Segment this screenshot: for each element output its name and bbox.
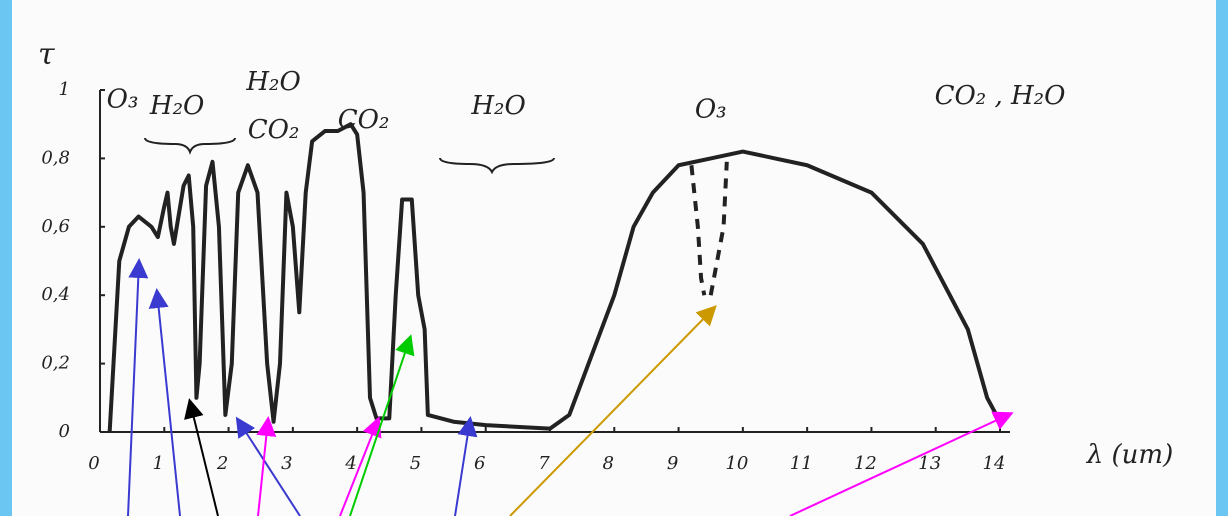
- annotation: H₂O: [245, 67, 300, 97]
- x-tick-label: 9: [667, 453, 678, 474]
- arrow: [148, 288, 181, 516]
- y-tick-label: 0,2: [41, 353, 70, 374]
- annotations: O₃ H₂O H₂O CO₂ CO₂ H₂O O₃ CO₂ , H₂O: [107, 67, 1066, 145]
- x-tick-label: 4: [344, 453, 356, 474]
- annotation: CO₂: [248, 115, 300, 145]
- x-tick-label: 11: [790, 453, 813, 474]
- x-tick-label: 1: [153, 453, 164, 474]
- annotation: H₂O: [470, 91, 525, 121]
- x-tick-label: 3: [281, 453, 292, 474]
- x-tick-label: 12: [854, 453, 877, 474]
- y-tick-label: 0,8: [41, 147, 70, 168]
- arrow: [256, 416, 277, 516]
- y-tick-label: 0,4: [41, 284, 70, 305]
- arrow: [349, 334, 415, 516]
- x-tick-label: 0: [88, 453, 99, 474]
- annotation: H₂O: [149, 91, 204, 121]
- annotation: O₃: [107, 84, 139, 114]
- transmittance-line: [689, 161, 729, 296]
- brace: [144, 137, 236, 155]
- brace: [439, 157, 555, 175]
- arrow: [509, 305, 717, 516]
- x-tick-label: 8: [603, 453, 614, 474]
- y-tick-label: 0: [59, 421, 70, 442]
- arrows: [127, 258, 1014, 516]
- y-tick-label: 0,6: [41, 216, 70, 237]
- annotation: O₃: [695, 95, 727, 125]
- arrow: [127, 258, 149, 516]
- y-tick-label: 1: [59, 79, 70, 100]
- annotation: CO₂ , H₂O: [935, 81, 1066, 111]
- arrow: [789, 411, 1014, 516]
- x-tick-label: 10: [725, 453, 748, 474]
- y-axis-label: τ: [38, 37, 55, 72]
- x-tick-label: 7: [538, 453, 550, 474]
- x-tick-label: 14: [983, 453, 1006, 474]
- x-tick-label: 2: [216, 453, 228, 474]
- x-axis-label: λ (um): [1086, 440, 1173, 470]
- arrow: [339, 416, 382, 516]
- annotation: CO₂: [338, 105, 390, 135]
- x-tick-label: 5: [410, 453, 421, 474]
- arrow: [235, 416, 301, 516]
- arrow: [454, 416, 478, 516]
- arrow: [184, 398, 219, 516]
- transmittance-line: [107, 122, 1002, 433]
- x-tick-label: 13: [918, 453, 941, 474]
- plot: [107, 122, 1002, 433]
- x-tick-label: 6: [474, 453, 485, 474]
